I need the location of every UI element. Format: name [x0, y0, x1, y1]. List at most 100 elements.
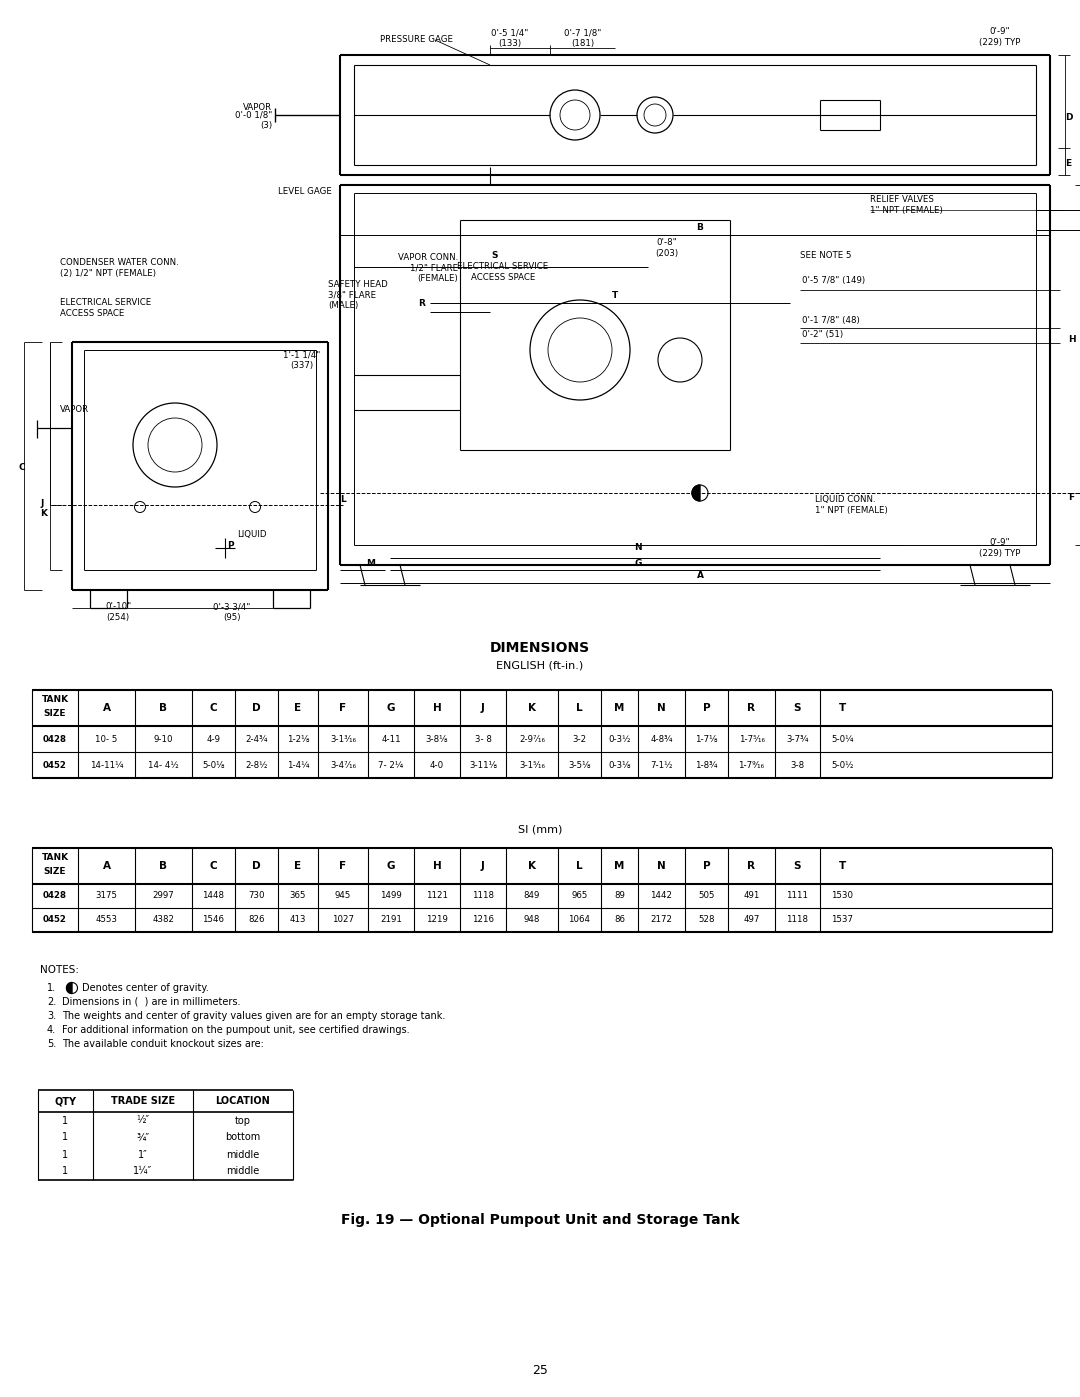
Text: 365: 365 — [289, 891, 307, 901]
Text: 1-7⁹⁄₁₆: 1-7⁹⁄₁₆ — [739, 760, 765, 770]
Text: P: P — [227, 541, 233, 549]
Text: 1537: 1537 — [832, 915, 853, 925]
Text: 1.: 1. — [48, 983, 56, 993]
Text: 2-9⁷⁄₁₆: 2-9⁷⁄₁₆ — [519, 735, 545, 743]
Text: Fig. 19 — Optional Pumpout Unit and Storage Tank: Fig. 19 — Optional Pumpout Unit and Stor… — [340, 1213, 740, 1227]
Text: N: N — [657, 703, 666, 712]
Text: A: A — [697, 571, 703, 581]
Text: B: B — [697, 224, 703, 232]
Text: L: L — [340, 496, 346, 504]
Text: 25: 25 — [532, 1363, 548, 1376]
Text: H: H — [433, 703, 442, 712]
Text: 3-8⅛: 3-8⅛ — [426, 735, 448, 743]
Text: 3-11⅛: 3-11⅛ — [469, 760, 497, 770]
Text: N: N — [657, 861, 666, 870]
Text: D: D — [253, 703, 260, 712]
Text: R: R — [747, 703, 756, 712]
Text: ELECTRICAL SERVICE
ACCESS SPACE: ELECTRICAL SERVICE ACCESS SPACE — [60, 299, 151, 317]
Text: Dimensions in (  ) are in millimeters.: Dimensions in ( ) are in millimeters. — [62, 997, 241, 1007]
Text: 849: 849 — [524, 891, 540, 901]
Text: T: T — [839, 703, 846, 712]
Text: 3-4⁷⁄₁₆: 3-4⁷⁄₁₆ — [330, 760, 356, 770]
Text: G: G — [387, 861, 395, 870]
Text: TANK: TANK — [41, 854, 68, 862]
Text: G: G — [387, 703, 395, 712]
Text: 14- 4½: 14- 4½ — [148, 760, 179, 770]
Text: Denotes center of gravity.: Denotes center of gravity. — [82, 983, 208, 993]
Text: L: L — [577, 861, 583, 870]
Text: P: P — [703, 703, 711, 712]
Text: 826: 826 — [248, 915, 265, 925]
Text: 497: 497 — [743, 915, 759, 925]
Text: 89: 89 — [615, 891, 625, 901]
Text: H: H — [1068, 335, 1076, 345]
Text: 1″: 1″ — [138, 1150, 148, 1160]
Text: 3175: 3175 — [95, 891, 118, 901]
Text: F: F — [1068, 493, 1075, 502]
Text: 0-3½: 0-3½ — [608, 735, 631, 743]
Text: J: J — [481, 703, 485, 712]
Text: middle: middle — [227, 1166, 259, 1176]
Text: 4-11: 4-11 — [381, 735, 401, 743]
Text: N: N — [634, 543, 642, 552]
Text: 0-3⅛: 0-3⅛ — [608, 760, 631, 770]
Text: C: C — [18, 462, 25, 472]
Text: C: C — [210, 861, 217, 870]
Text: 5.: 5. — [48, 1039, 56, 1049]
Text: 413: 413 — [289, 915, 307, 925]
Text: H: H — [433, 861, 442, 870]
Text: M: M — [615, 861, 624, 870]
Text: NOTES:: NOTES: — [40, 965, 79, 975]
Text: 945: 945 — [335, 891, 351, 901]
Text: 4382: 4382 — [152, 915, 175, 925]
Text: E: E — [295, 703, 301, 712]
Text: J: J — [481, 861, 485, 870]
Text: 2172: 2172 — [650, 915, 673, 925]
Text: ENGLISH (ft-in.): ENGLISH (ft-in.) — [497, 659, 583, 671]
Text: 3-1³⁄₁₆: 3-1³⁄₁₆ — [330, 735, 356, 743]
Text: 7- 2¼: 7- 2¼ — [378, 760, 404, 770]
Text: 3-8: 3-8 — [791, 760, 805, 770]
Text: M: M — [366, 560, 375, 569]
Text: 1-2⅛: 1-2⅛ — [287, 735, 309, 743]
Text: 505: 505 — [699, 891, 715, 901]
Text: SEE NOTE 5: SEE NOTE 5 — [800, 250, 851, 260]
Text: 0452: 0452 — [43, 760, 67, 770]
Text: LIQUID: LIQUID — [237, 531, 267, 539]
Text: 1: 1 — [63, 1166, 68, 1176]
Text: 1: 1 — [63, 1133, 68, 1143]
Wedge shape — [692, 485, 700, 502]
Text: 0'-5 7/8" (149): 0'-5 7/8" (149) — [802, 275, 865, 285]
Text: 2-8½: 2-8½ — [245, 760, 268, 770]
Text: 2-4¾: 2-4¾ — [245, 735, 268, 743]
Text: middle: middle — [227, 1150, 259, 1160]
Text: 528: 528 — [699, 915, 715, 925]
Text: 1-8¾: 1-8¾ — [696, 760, 718, 770]
Text: C: C — [210, 703, 217, 712]
Text: 1530: 1530 — [832, 891, 853, 901]
Text: 4553: 4553 — [95, 915, 118, 925]
Text: 0'-1 7/8" (48): 0'-1 7/8" (48) — [802, 316, 860, 324]
Text: K: K — [528, 703, 536, 712]
Text: SIZE: SIZE — [44, 866, 66, 876]
Text: 1: 1 — [63, 1150, 68, 1160]
Text: LEVEL GAGE: LEVEL GAGE — [279, 187, 332, 197]
Text: D: D — [1065, 113, 1072, 123]
Text: 1499: 1499 — [380, 891, 402, 901]
Text: 0'-2" (51): 0'-2" (51) — [802, 331, 843, 339]
Text: 2997: 2997 — [152, 891, 174, 901]
Text: 14-11¼: 14-11¼ — [90, 760, 123, 770]
Text: 1546: 1546 — [203, 915, 225, 925]
Text: 5-0⅛: 5-0⅛ — [202, 760, 225, 770]
Text: 1-7⅛: 1-7⅛ — [696, 735, 718, 743]
Text: 86: 86 — [615, 915, 625, 925]
Text: ½″: ½″ — [136, 1115, 149, 1126]
Text: 10- 5: 10- 5 — [95, 735, 118, 743]
Text: VAPOR CONN.
1/2" FLARE
(FEMALE): VAPOR CONN. 1/2" FLARE (FEMALE) — [397, 253, 458, 284]
Text: 0'-9"
(229) TYP: 0'-9" (229) TYP — [980, 28, 1021, 46]
Text: 3-1⁵⁄₁₆: 3-1⁵⁄₁₆ — [519, 760, 545, 770]
Text: 0'-0 1/8"
(3): 0'-0 1/8" (3) — [234, 110, 272, 130]
Text: ELECTRICAL SERVICE
ACCESS SPACE: ELECTRICAL SERVICE ACCESS SPACE — [457, 263, 549, 282]
Text: top: top — [235, 1115, 251, 1126]
Text: 1'-1 1/4"
(337): 1'-1 1/4" (337) — [283, 351, 321, 370]
